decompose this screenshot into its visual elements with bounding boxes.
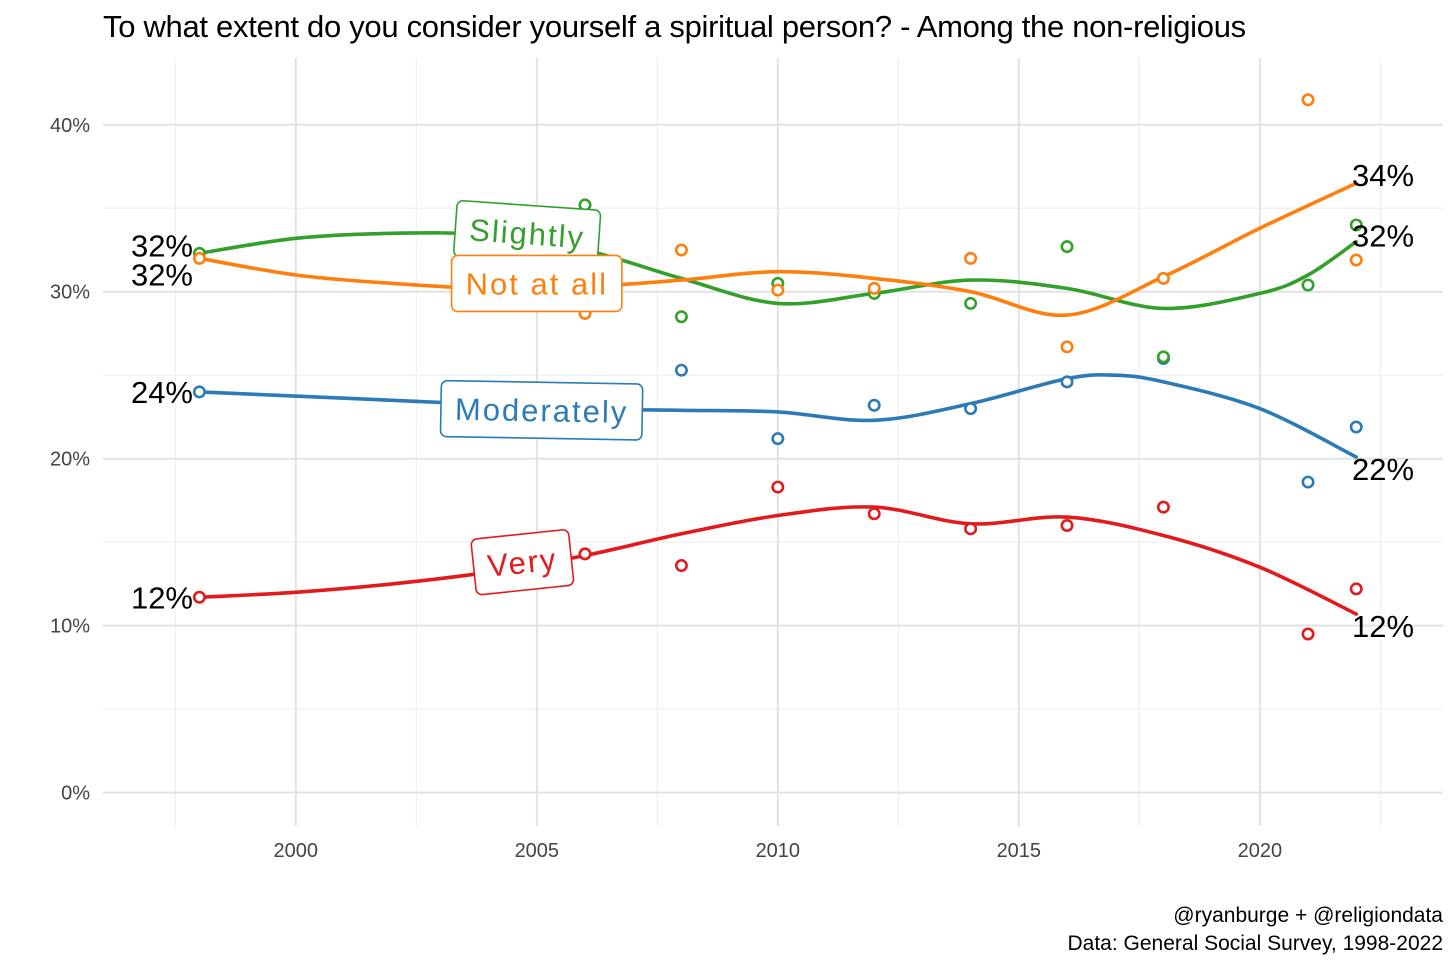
series-label-text-moderately: Moderately	[455, 392, 629, 430]
series-line-slightly	[197, 231, 1358, 311]
data-point-very	[1301, 627, 1315, 641]
x-tick-label: 2005	[515, 840, 560, 862]
series-label-not-at-all: Not at all	[450, 254, 623, 313]
caption-handles: @ryanburge + @religiondata	[1173, 904, 1443, 927]
data-point-slightly	[1156, 350, 1170, 364]
data-point-slightly	[1349, 218, 1363, 232]
series-label-box-very	[470, 529, 575, 596]
data-point-very	[1156, 500, 1170, 514]
series-label-moderately: Moderately	[439, 379, 644, 441]
data-point-very	[867, 507, 881, 521]
data-point-moderately	[771, 432, 785, 446]
end-label-very: 12%	[1352, 609, 1414, 644]
series-label-box-not-at-all	[450, 254, 623, 313]
data-point-moderately	[192, 385, 206, 399]
data-point-not-at-all	[1156, 271, 1170, 285]
start-label-not-at-all: 32%	[131, 257, 193, 292]
start-label-slightly: 32%	[131, 228, 193, 263]
end-label-not-at-all: 34%	[1352, 158, 1414, 193]
data-point-moderately	[1349, 420, 1363, 434]
y-tick-label: 30%	[50, 282, 90, 304]
caption-source: Data: General Social Survey, 1998-2022	[1068, 932, 1444, 955]
data-point-very	[1060, 518, 1074, 532]
y-tick-label: 20%	[50, 449, 90, 471]
series-line-very	[197, 505, 1358, 616]
data-point-slightly	[1301, 278, 1315, 292]
y-tick-label: 40%	[50, 115, 90, 137]
data-point-not-at-all	[867, 281, 881, 295]
series-label-text-not-at-all: Not at all	[466, 266, 608, 301]
data-point-very	[674, 559, 688, 573]
data-point-not-at-all	[1060, 340, 1074, 354]
series-labels: 12%12%24%22%32% 32%32%34%SlightlyVeryMode…	[131, 158, 1414, 644]
x-tick-label: 2020	[1238, 840, 1283, 862]
chart-title: To what extent do you consider yourself …	[103, 9, 1246, 44]
x-tick-label: 2015	[997, 840, 1042, 862]
data-point-not-at-all	[964, 251, 978, 265]
data-point-very	[578, 547, 592, 561]
data-point-very	[1349, 582, 1363, 596]
data-point-very	[192, 590, 206, 604]
series-label-text-slightly: Slightly	[468, 212, 586, 255]
y-tick-label: 0%	[61, 783, 90, 805]
y-tick-label: 10%	[50, 616, 90, 638]
start-label-very: 12%	[131, 580, 193, 615]
data-point-very	[964, 522, 978, 536]
data-point-very	[771, 480, 785, 494]
data-point-not-at-all	[674, 243, 688, 257]
x-tick-label: 2010	[756, 840, 801, 862]
data-point-slightly	[674, 310, 688, 324]
series-label-box-moderately	[439, 379, 644, 441]
series-label-text-very: Very	[486, 542, 559, 584]
end-label-moderately: 22%	[1352, 452, 1414, 487]
start-label-moderately: 24%	[131, 375, 193, 410]
data-point-not-at-all	[192, 251, 206, 265]
end-label-slightly: 32%	[1352, 219, 1414, 254]
series-label-very: Very	[470, 529, 575, 596]
data-point-moderately	[1060, 375, 1074, 389]
x-tick-label: 2000	[274, 840, 319, 862]
data-point-moderately	[1301, 475, 1315, 489]
data-point-not-at-all	[771, 283, 785, 297]
data-point-not-at-all	[1349, 253, 1363, 267]
data-point-slightly	[964, 296, 978, 310]
data-point-moderately	[674, 363, 688, 377]
data-point-moderately	[867, 398, 881, 412]
axes: 0% 10% 20% 30% 40% 2000 2005 2010 2015 2020	[50, 115, 1282, 862]
data-point-slightly	[1060, 240, 1074, 254]
data-point-moderately	[964, 402, 978, 416]
data-point-not-at-all	[1301, 93, 1315, 107]
